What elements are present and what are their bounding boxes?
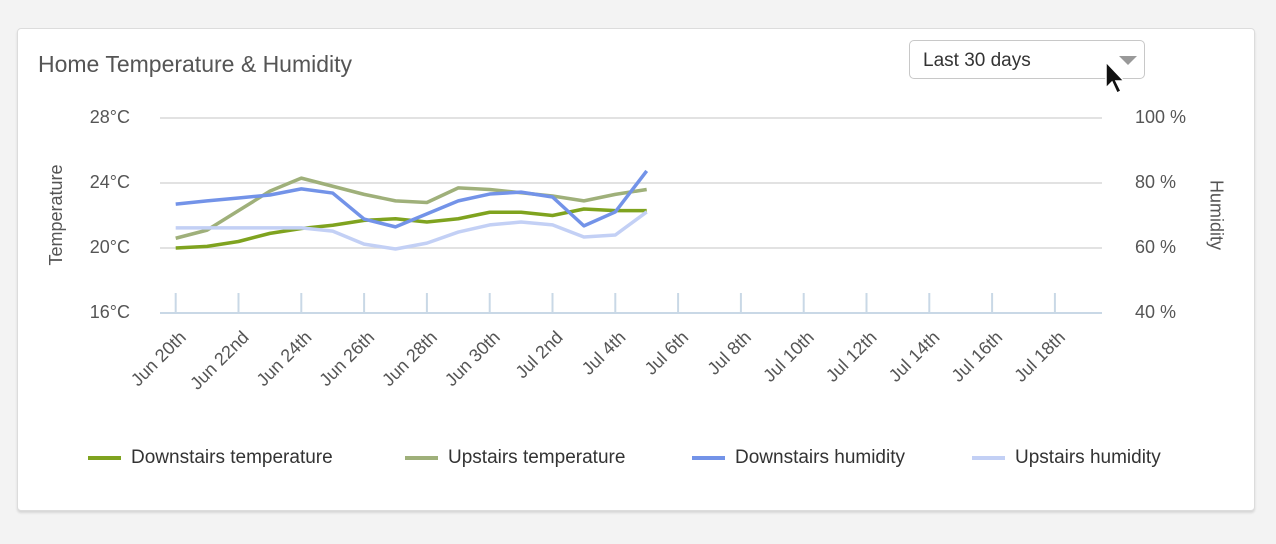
x-tick-label: Jul 18th xyxy=(1010,327,1069,386)
legend-label: Upstairs temperature xyxy=(448,447,625,468)
dropdown-label: Last 30 days xyxy=(923,50,1031,71)
y2-tick-label: 80 % xyxy=(1135,172,1176,192)
series-line xyxy=(175,176,647,240)
series-line xyxy=(175,210,648,251)
legend-label: Downstairs temperature xyxy=(131,447,333,468)
x-tick-label: Jul 12th xyxy=(822,327,881,386)
legend-label: Upstairs humidity xyxy=(1015,447,1161,468)
series-line xyxy=(175,169,649,229)
x-tick-label: Jul 16th xyxy=(948,327,1007,386)
x-tick-label: Jun 26th xyxy=(315,327,378,390)
y2-tick-label: 60 % xyxy=(1135,237,1176,257)
x-tick-label: Jun 24th xyxy=(253,327,316,390)
card xyxy=(17,28,1255,511)
legend-label: Downstairs humidity xyxy=(735,447,905,468)
x-tick-label: Jul 2nd xyxy=(511,327,566,382)
x-tick-label: Jul 14th xyxy=(885,327,944,386)
y-tick-label: 28°C xyxy=(90,107,130,127)
range-dropdown[interactable]: Last 30 days xyxy=(909,40,1145,79)
y2-tick-label: 100 % xyxy=(1135,107,1186,127)
y-tick-label: 24°C xyxy=(90,172,130,192)
x-tick-label: Jul 6th xyxy=(641,327,693,379)
x-tick-label: Jul 10th xyxy=(759,327,818,386)
dropdown-caret xyxy=(1119,56,1137,65)
y2-axis-title: Humidity xyxy=(1206,180,1226,250)
y-tick-label: 20°C xyxy=(90,237,130,257)
y-axis-title: Temperature xyxy=(46,164,66,265)
x-tick-label: Jul 4th xyxy=(578,327,630,379)
chart-title: Home Temperature & Humidity xyxy=(38,51,353,77)
cursor xyxy=(1105,60,1126,95)
x-tick-label: Jun 20th xyxy=(127,327,190,390)
y-tick-label: 16°C xyxy=(90,302,130,322)
x-tick-label: Jul 8th xyxy=(703,327,755,379)
x-tick-label: Jun 30th xyxy=(441,327,504,390)
x-tick-label: Jun 22nd xyxy=(186,327,253,394)
y2-tick-label: 40 % xyxy=(1135,302,1176,322)
x-tick-label: Jun 28th xyxy=(378,327,441,390)
